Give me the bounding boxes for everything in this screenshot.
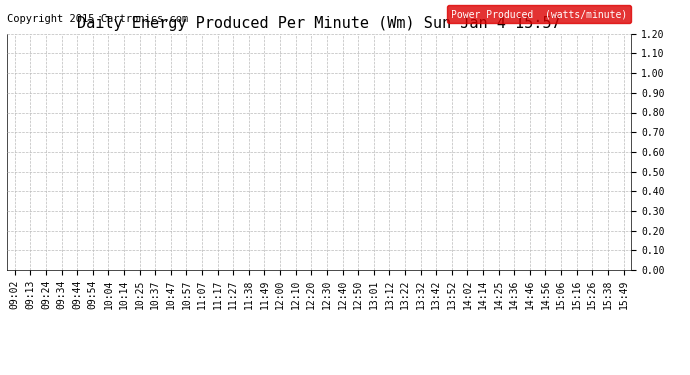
- Legend: Power Produced  (watts/minute): Power Produced (watts/minute): [447, 5, 631, 23]
- Text: Copyright 2015 Cartronics.com: Copyright 2015 Cartronics.com: [7, 14, 188, 24]
- Title: Daily Energy Produced Per Minute (Wm) Sun Jan 4 15:57: Daily Energy Produced Per Minute (Wm) Su…: [77, 16, 561, 31]
